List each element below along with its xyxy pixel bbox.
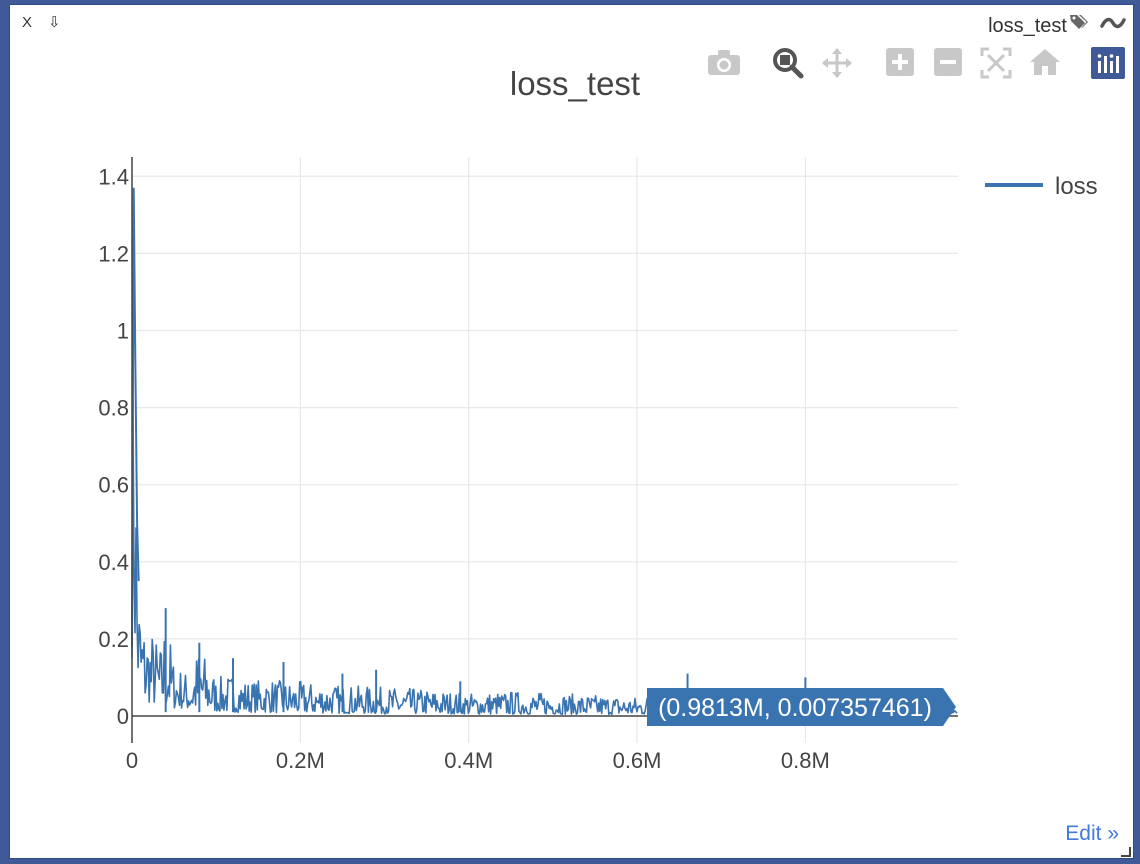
y-axis-ticks: 0 0.2 0.4 0.6 0.8 1 1.2 1.4: [98, 164, 129, 729]
y-tick-label: 0.8: [98, 396, 129, 421]
x-tick-label: 0.6M: [613, 748, 662, 773]
y-tick-label: 1: [117, 318, 129, 343]
plotly-logo-icon[interactable]: [1091, 47, 1125, 84]
hover-tooltip: (0.9813M, 0.007357461): [647, 688, 956, 726]
x-axis-ticks: 0 0.2M 0.4M 0.6M 0.8M: [126, 748, 830, 773]
x-tick-label: 0.4M: [444, 748, 493, 773]
autoscale-icon[interactable]: [980, 47, 1012, 84]
window-title: loss_test: [988, 15, 1067, 37]
chart-title: loss_test: [510, 65, 640, 102]
zoom-out-icon[interactable]: [933, 47, 963, 82]
tooltip-text: (0.9813M, 0.007357461): [658, 694, 932, 722]
y-tick-label: 1.4: [98, 164, 129, 189]
series-line-head: [131, 187, 140, 647]
tag-icon[interactable]: [1069, 13, 1089, 36]
legend[interactable]: loss: [985, 173, 1098, 200]
close-button[interactable]: X: [22, 14, 33, 31]
series-loss: [131, 187, 958, 716]
zoom-in-icon[interactable]: [885, 47, 915, 82]
y-tick-label: 1.2: [98, 241, 129, 266]
camera-icon[interactable]: [707, 47, 741, 82]
loss-chart: loss_test 0 0.2M 0.4M 0.6M 0.8M 0 0.2 0.4 0.6 0.…: [98, 65, 1098, 773]
x-tick-label: 0.8M: [781, 748, 830, 773]
tooltip-box: [647, 688, 943, 726]
resize-handle[interactable]: [1119, 844, 1131, 857]
x-tick-label: 0.2M: [276, 748, 325, 773]
x-tick-label: 0: [126, 748, 138, 773]
y-tick-label: 0.4: [98, 550, 129, 575]
smoothing-icon[interactable]: [1099, 14, 1127, 37]
reset-axes-icon[interactable]: [1029, 47, 1061, 82]
visdom-window: X ⇩ loss_test: [9, 4, 1134, 859]
grid: [132, 157, 958, 743]
series-line: [131, 403, 958, 716]
zoom-icon[interactable]: [771, 47, 805, 84]
legend-label-loss[interactable]: loss: [1055, 173, 1098, 200]
tooltip-pointer: [943, 688, 956, 726]
pan-icon[interactable]: [820, 47, 854, 84]
y-tick-label: 0.6: [98, 473, 129, 498]
download-button[interactable]: ⇩: [48, 14, 61, 31]
y-tick-label: 0.2: [98, 627, 129, 652]
edit-link[interactable]: Edit »: [1065, 822, 1119, 845]
y-tick-label: 0: [117, 704, 129, 729]
